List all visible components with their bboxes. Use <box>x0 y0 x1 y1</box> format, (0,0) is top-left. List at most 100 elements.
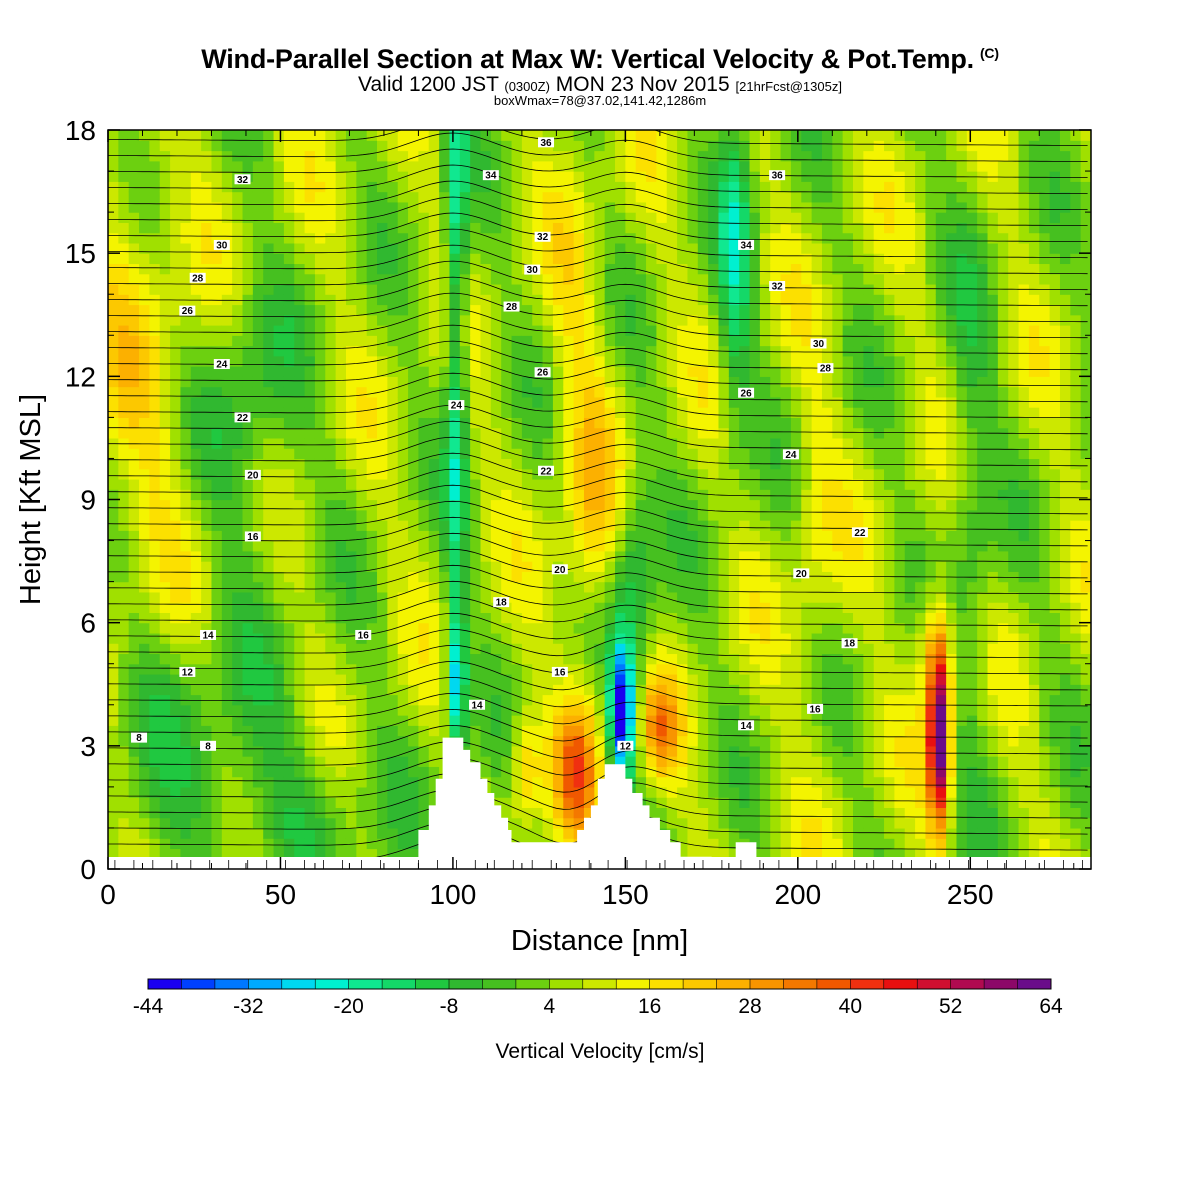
heatmap-cell <box>708 673 720 685</box>
heatmap-cell <box>118 314 130 326</box>
heatmap-cell <box>159 612 171 624</box>
heatmap-cell <box>770 643 782 655</box>
heatmap-cell <box>728 242 740 254</box>
heatmap-cell <box>697 704 709 716</box>
heatmap-cell <box>408 325 420 336</box>
heatmap-cell <box>728 417 740 429</box>
heatmap-cell <box>542 417 554 429</box>
heatmap-cell <box>252 797 264 809</box>
heatmap-cell <box>615 550 626 562</box>
heatmap-cell <box>480 520 492 531</box>
heatmap-cell <box>252 827 264 839</box>
heatmap-cell <box>108 643 119 655</box>
heatmap-cell <box>149 437 161 449</box>
heatmap-cell <box>304 171 316 182</box>
heatmap-cell <box>263 314 275 326</box>
heatmap-cell <box>615 160 626 172</box>
heatmap-cell <box>139 386 150 398</box>
heatmap-cell <box>366 509 378 521</box>
heatmap-cell <box>801 325 813 336</box>
heatmap-cell <box>718 581 730 593</box>
heatmap-cell <box>263 786 275 798</box>
heatmap-cell <box>387 376 399 388</box>
heatmap-cell <box>594 273 606 285</box>
heatmap-cell <box>521 222 533 234</box>
heatmap-cell <box>480 561 492 572</box>
heatmap-cell <box>180 848 192 860</box>
heatmap-cell <box>273 160 285 172</box>
heatmap-cell <box>790 520 802 531</box>
heatmap-cell <box>201 591 213 603</box>
heatmap-cell <box>739 468 751 480</box>
heatmap-cell <box>377 222 388 234</box>
heatmap-cell <box>790 345 802 357</box>
heatmap-cell <box>677 448 689 460</box>
heatmap-cell <box>697 253 709 265</box>
heatmap-cell <box>625 632 637 644</box>
heatmap-cell <box>180 499 192 511</box>
heatmap-cell <box>459 253 471 265</box>
heatmap-cell <box>677 489 689 501</box>
heatmap-cell <box>159 673 171 685</box>
heatmap-cell <box>677 417 689 429</box>
heatmap-cell <box>408 807 420 819</box>
heatmap-cell <box>387 478 399 490</box>
heatmap-cell <box>490 304 502 316</box>
heatmap-cell <box>511 591 523 603</box>
heatmap-cell <box>314 171 326 182</box>
heatmap-cell <box>552 499 564 511</box>
heatmap-cell <box>656 468 668 480</box>
heatmap-cell <box>532 458 544 470</box>
heatmap-cell <box>387 715 399 726</box>
heatmap-cell <box>604 725 616 737</box>
heatmap-cell <box>190 478 202 490</box>
heatmap-cell <box>583 704 595 716</box>
heatmap-cell <box>646 499 658 511</box>
heatmap-cell <box>770 325 782 336</box>
heatmap-cell <box>697 766 709 778</box>
heatmap-cell <box>749 222 761 234</box>
heatmap-cell <box>604 550 616 562</box>
heatmap-cell <box>345 643 357 655</box>
forecast-info: [21hrFcst@1305z] <box>735 79 842 94</box>
heatmap-cell <box>739 622 751 634</box>
heatmap-cell <box>377 242 388 254</box>
heatmap-cell <box>242 643 254 655</box>
heatmap-cell <box>656 181 668 193</box>
heatmap-cell <box>728 797 740 809</box>
heatmap-cell <box>480 612 492 624</box>
heatmap-cell <box>811 786 823 798</box>
heatmap-cell <box>273 622 285 634</box>
heatmap-cell <box>118 396 130 408</box>
heatmap-cell <box>139 632 150 644</box>
heatmap-cell <box>304 140 316 152</box>
heatmap-cell <box>687 181 699 193</box>
heatmap-cell <box>108 622 119 634</box>
heatmap-cell <box>108 786 119 798</box>
heatmap-cell <box>325 376 337 388</box>
heatmap-cell <box>594 283 606 295</box>
heatmap-cell <box>128 448 140 460</box>
heatmap-cell <box>108 673 119 685</box>
heatmap-cell <box>242 499 254 511</box>
heatmap-cell <box>170 530 182 542</box>
heatmap-cell <box>139 581 150 593</box>
heatmap-cell <box>728 663 740 675</box>
heatmap-cell <box>604 622 616 634</box>
heatmap-cell <box>542 745 554 757</box>
heatmap-cell <box>139 745 150 757</box>
heatmap-cell <box>377 294 388 306</box>
heatmap-cell <box>387 632 399 644</box>
heatmap-cell <box>221 335 233 347</box>
heatmap-cell <box>211 715 223 726</box>
heatmap-cell <box>697 612 709 624</box>
heatmap-cell <box>366 797 378 809</box>
heatmap-cell <box>190 602 202 613</box>
heatmap-cell <box>780 807 792 819</box>
heatmap-cell <box>790 561 802 572</box>
heatmap-cell <box>573 673 585 685</box>
heatmap-cell <box>635 663 647 675</box>
heatmap-cell <box>283 745 295 757</box>
heatmap-cell <box>428 242 440 254</box>
heatmap-cell <box>666 304 678 316</box>
